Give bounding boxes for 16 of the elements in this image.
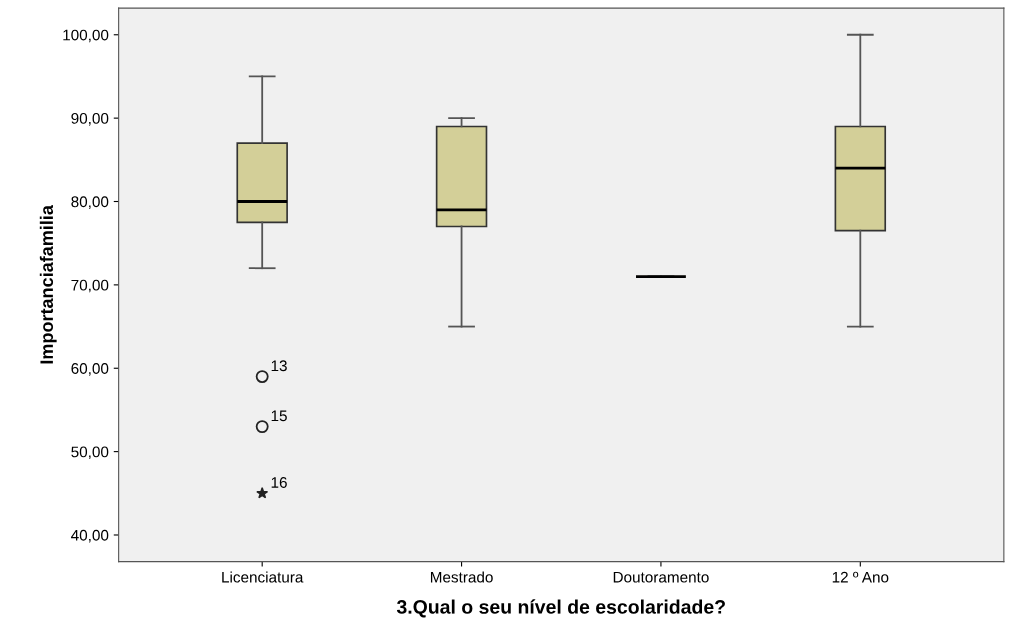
x-axis-title: 3.Qual o seu nível de escolaridade? — [396, 599, 725, 618]
annotation: 13 — [271, 360, 287, 372]
y-tick-label: 100,00 — [63, 29, 109, 43]
y-tick-label: 90,00 — [71, 113, 109, 126]
y-axis-title: Importanciafamilia — [39, 204, 57, 364]
annotation: 16 — [271, 477, 287, 488]
x-tick-label: Mestrado — [430, 571, 493, 583]
y-tick-label: 40,00 — [71, 529, 109, 543]
x-tick-label: Doutoramento — [613, 571, 709, 583]
annotation: 15 — [271, 410, 287, 422]
x-tick-label: Licenciatura — [222, 571, 304, 583]
y-tick-label: 60,00 — [71, 363, 109, 376]
y-tick-label: 70,00 — [71, 279, 109, 293]
y-tick-label: 50,00 — [71, 446, 109, 460]
x-tick-label: 12 º Ano — [832, 571, 889, 583]
y-tick-label: 80,00 — [71, 196, 109, 209]
